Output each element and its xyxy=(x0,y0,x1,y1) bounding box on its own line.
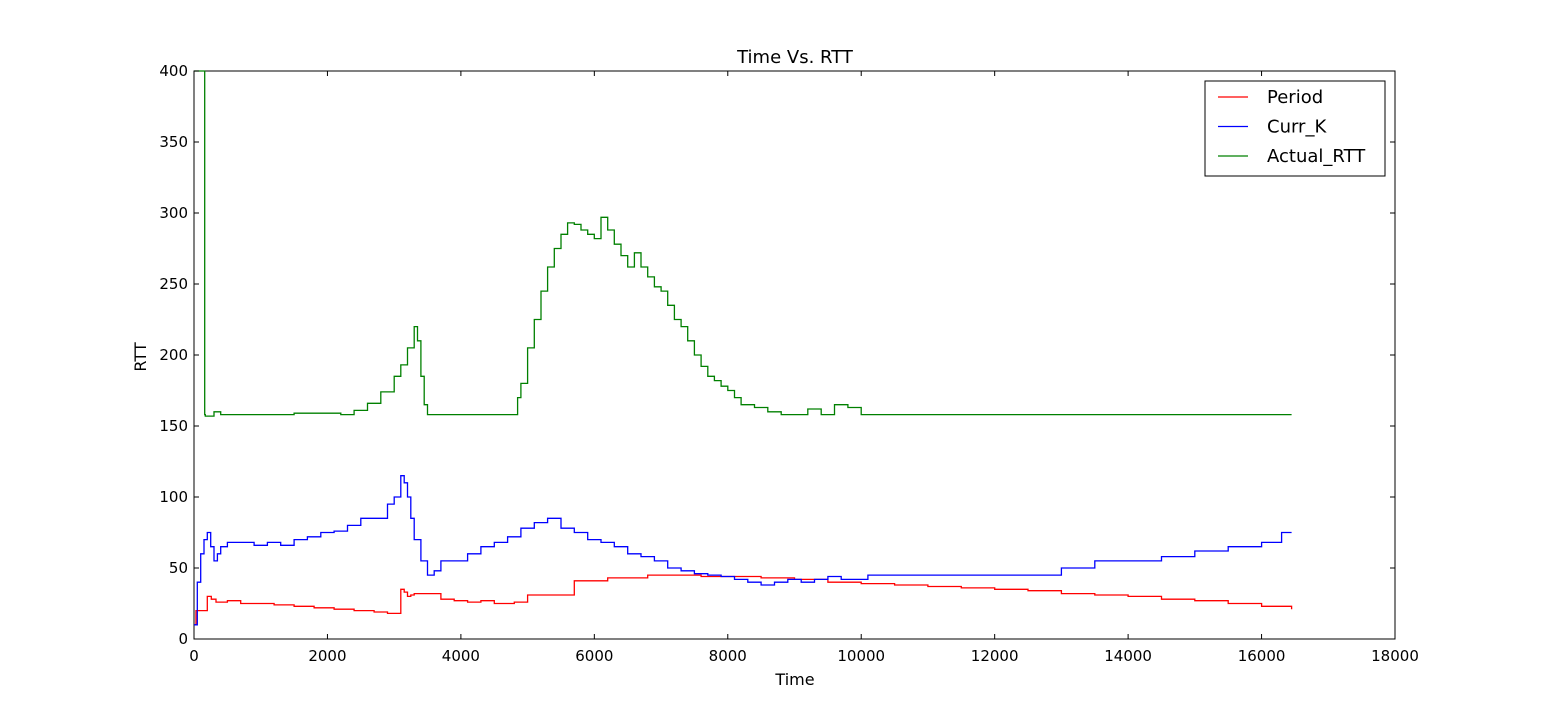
x-tick-label: 18000 xyxy=(1371,647,1419,665)
x-tick-label: 12000 xyxy=(971,647,1019,665)
legend-label: Period xyxy=(1267,87,1323,108)
x-tick-label: 10000 xyxy=(837,647,885,665)
tick-label-layer: 0 2000 4000 6000 8000 10000 12000 14000 16000 180… xyxy=(159,62,1419,665)
y-axis-label: RTT xyxy=(131,342,150,371)
y-tick-label: 50 xyxy=(169,559,188,577)
y-tick-label: 400 xyxy=(159,62,188,80)
plot-area xyxy=(193,70,1396,640)
x-tick-label: 4000 xyxy=(442,647,480,665)
x-tick-label: 8000 xyxy=(709,647,747,665)
series-line-actual-rtt xyxy=(194,70,1292,417)
y-tick-label: 300 xyxy=(159,204,188,222)
x-tick-label: 6000 xyxy=(575,647,613,665)
chart-title: Time Vs. RTT xyxy=(736,47,854,68)
legend: Period Curr_K Actual_RTT xyxy=(1204,80,1386,177)
x-tick-label: 0 xyxy=(189,647,199,665)
series-line-curr-k xyxy=(194,475,1292,626)
y-tick-label: 0 xyxy=(178,630,188,648)
legend-label: Actual_RTT xyxy=(1267,146,1366,167)
x-axis-label: Time xyxy=(774,670,814,689)
y-tick-label: 200 xyxy=(159,346,188,364)
x-tick-label: 14000 xyxy=(1104,647,1152,665)
tick-layer xyxy=(193,70,1396,640)
series-layer xyxy=(194,70,1293,626)
x-tick-label: 16000 xyxy=(1238,647,1286,665)
y-tick-label: 100 xyxy=(159,488,188,506)
y-tick-label: 350 xyxy=(159,133,188,151)
legend-label: Curr_K xyxy=(1267,117,1327,138)
x-tick-label: 2000 xyxy=(308,647,346,665)
y-tick-label: 150 xyxy=(159,417,188,435)
y-tick-label: 250 xyxy=(159,275,188,293)
series-line-period xyxy=(194,574,1293,626)
